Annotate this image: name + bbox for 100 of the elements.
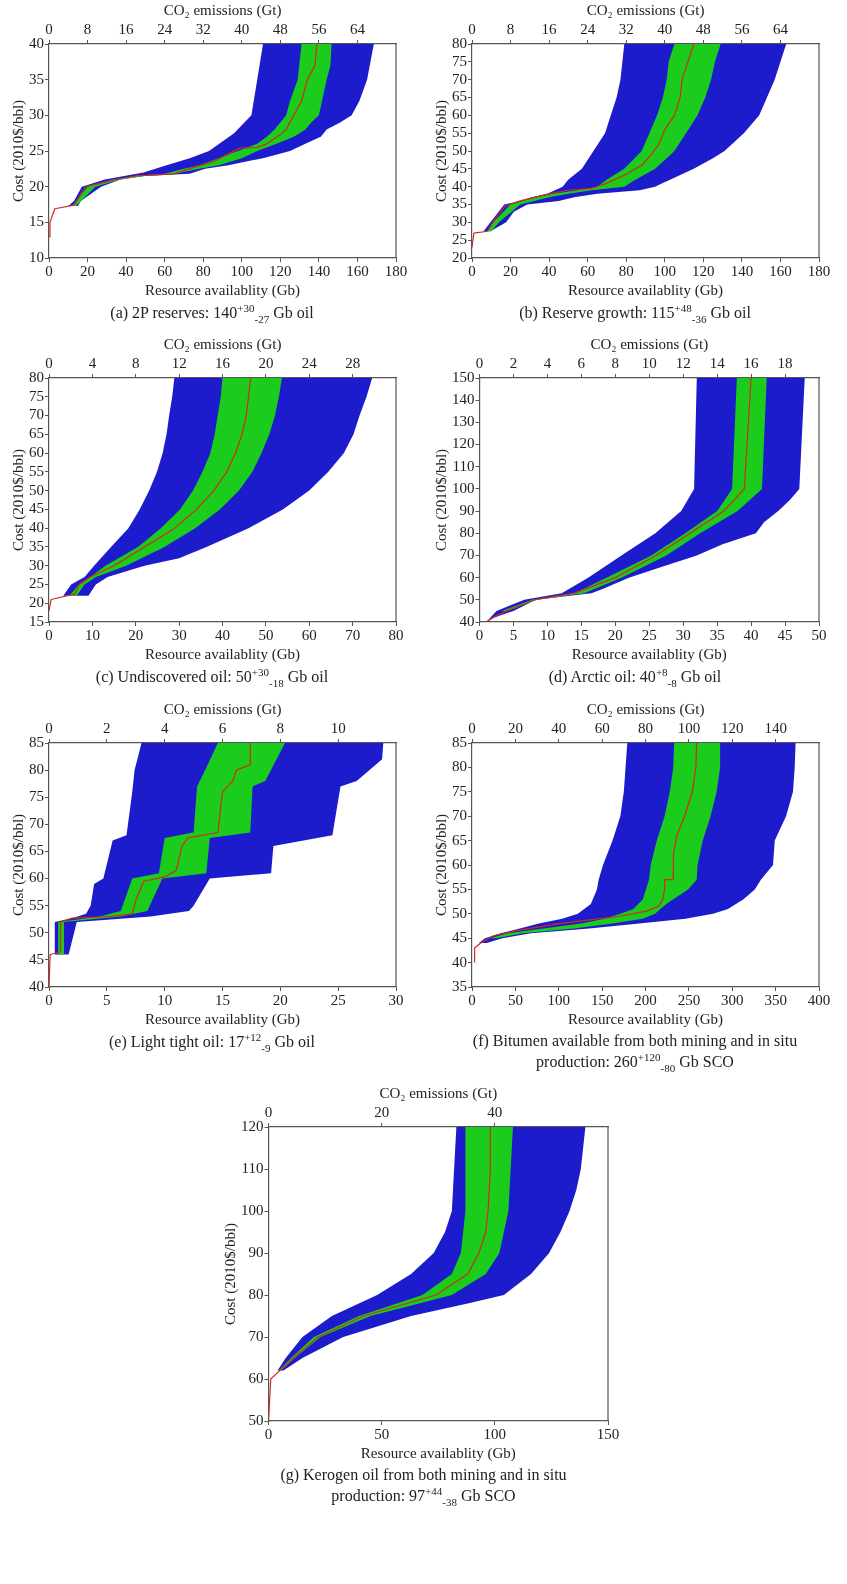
- y-tick-label: 80: [29, 760, 44, 777]
- x-tick-label: 300: [721, 991, 744, 1008]
- x-tick-label: 80: [618, 262, 634, 279]
- x2-tick-label: 6: [577, 355, 586, 372]
- x2-tick-label: 16: [541, 20, 558, 37]
- x2-tick-label: 24: [580, 20, 596, 37]
- x-tick-label: 80: [195, 262, 211, 279]
- x-tick-label: 60: [580, 262, 596, 279]
- x-tick-label: 5: [509, 627, 518, 644]
- y-tick-label: 85: [452, 733, 467, 750]
- x2-tick-label: 8: [132, 355, 140, 372]
- x2-tick-label: 0: [45, 20, 53, 37]
- y-tick-label: 55: [452, 879, 467, 896]
- y-tick-label: 75: [452, 52, 467, 69]
- y-tick-label: 80: [452, 757, 467, 774]
- x2-axis-title: CO₂ emissions (Gt): [163, 700, 282, 718]
- y-tick-label: 45: [452, 928, 467, 945]
- y-axis-title: Cost (2010$/bbl): [432, 99, 450, 203]
- x2-tick-label: 120: [721, 719, 744, 736]
- x-tick-label: 40: [215, 627, 230, 644]
- x2-tick-label: 140: [764, 719, 787, 736]
- x-tick-label: 160: [769, 262, 792, 279]
- x2-axis-title: CO₂ emissions (Gt): [163, 336, 282, 354]
- x-tick-label: 0: [45, 262, 53, 279]
- x-tick-label: 140: [730, 262, 754, 279]
- x2-tick-label: 6: [218, 719, 227, 736]
- x2-tick-label: 100: [677, 719, 701, 736]
- x-tick-label: 350: [764, 991, 787, 1008]
- y-tick-label: 70: [459, 546, 475, 563]
- x2-tick-label: 56: [734, 20, 750, 37]
- y-tick-label: 65: [452, 831, 467, 848]
- y-tick-label: 10: [29, 248, 44, 265]
- x-tick-label: 60: [301, 627, 317, 644]
- x2-tick-label: 0: [45, 719, 53, 736]
- y-tick-label: 70: [452, 806, 467, 823]
- y-tick-label: 65: [29, 425, 44, 442]
- x-axis-title: Resource availablity (Gb): [360, 1444, 516, 1462]
- x-tick-label: 25: [330, 991, 346, 1008]
- y-axis-title: Cost (2010$/bbl): [9, 813, 27, 916]
- x2-tick-label: 12: [171, 355, 187, 372]
- x2-tick-label: 40: [486, 1103, 502, 1120]
- y-tick-label: 25: [29, 141, 44, 158]
- x-tick-label: 100: [547, 991, 570, 1008]
- y-tick-label: 85: [29, 733, 44, 750]
- y-tick-label: 30: [29, 106, 44, 123]
- x-tick-label: 25: [641, 627, 657, 644]
- text: (d) Arctic oil: 40$^{+8}$$_{-8}$ Gb oil: [547, 666, 723, 691]
- y-tick-label: 110: [452, 457, 475, 474]
- y-tick-label: 140: [452, 391, 475, 408]
- x-tick-label: 160: [346, 262, 369, 279]
- x-tick-label: 180: [384, 262, 408, 279]
- x2-tick-label: 10: [641, 355, 657, 372]
- y-tick-label: 20: [452, 248, 467, 265]
- y-tick-label: 100: [240, 1201, 263, 1218]
- y-tick-label: 15: [29, 213, 44, 230]
- x2-tick-label: 4: [543, 355, 552, 372]
- x-tick-label: 150: [590, 991, 614, 1008]
- x-tick-label: 45: [777, 627, 793, 644]
- x-tick-label: 0: [45, 991, 53, 1008]
- x-tick-label: 40: [541, 262, 557, 279]
- x2-tick-label: 8: [506, 20, 515, 37]
- x2-axis-title: CO₂ emissions (Gt): [586, 1, 705, 19]
- x-tick-label: 120: [269, 262, 292, 279]
- y-tick-label: 70: [452, 70, 467, 87]
- y-tick-label: 50: [459, 591, 475, 608]
- y-tick-label: 50: [452, 141, 467, 158]
- x2-tick-label: 48: [695, 20, 711, 37]
- text: (f) Bitumen available from both mining and in situ production: 260$^{+120}$$_{-80}$ Gb SCO: [471, 1030, 799, 1075]
- y-axis-title: Cost (2010$/bbl): [9, 449, 27, 552]
- x-tick-label: 50: [373, 1425, 389, 1442]
- x-tick-label: 0: [475, 627, 484, 644]
- x2-axis-title: CO₂ emissions (Gt): [590, 336, 709, 354]
- y-tick-label: 90: [248, 1243, 263, 1260]
- y-tick-label: 40: [452, 953, 467, 970]
- x-tick-label: 50: [507, 991, 523, 1008]
- y-tick-label: 50: [248, 1411, 263, 1428]
- y-tick-label: 35: [452, 195, 467, 212]
- y-tick-label: 120: [452, 435, 475, 452]
- x-tick-label: 30: [675, 627, 691, 644]
- y-tick-label: 70: [29, 406, 44, 423]
- y-tick-label: 40: [29, 34, 44, 51]
- x-tick-label: 5: [103, 991, 111, 1008]
- y-tick-label: 25: [29, 575, 44, 592]
- x2-tick-label: 4: [88, 355, 97, 372]
- y-tick-label: 55: [452, 124, 467, 141]
- x2-tick-label: 80: [638, 719, 653, 736]
- y-tick-label: 120: [240, 1117, 263, 1134]
- y-tick-label: 30: [29, 556, 44, 573]
- x-tick-label: 40: [743, 627, 759, 644]
- x-tick-label: 180: [807, 262, 831, 279]
- y-tick-label: 80: [459, 524, 475, 541]
- x2-tick-label: 60: [594, 719, 610, 736]
- x2-tick-label: 24: [301, 355, 318, 372]
- x2-tick-label: 0: [475, 355, 484, 372]
- x-tick-label: 10: [84, 627, 100, 644]
- y-tick-label: 75: [29, 787, 44, 804]
- x2-tick-label: 8: [611, 355, 620, 372]
- text: (c) Undiscovered oil: 50$^{+30}$$_{-18}$ Gb oil: [94, 666, 330, 691]
- x-tick-label: 20: [272, 991, 288, 1008]
- x-tick-label: 0: [45, 627, 53, 644]
